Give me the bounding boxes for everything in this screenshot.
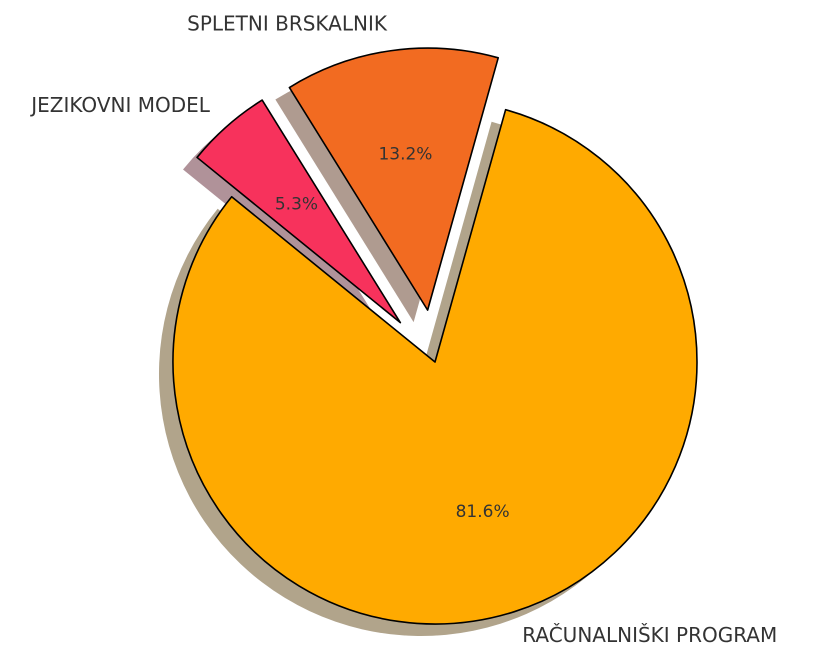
value-label: 81.6% — [456, 502, 510, 522]
slice — [288, 47, 500, 311]
value-label: 13.2% — [378, 144, 432, 164]
category-label: RAČUNALNIŠKI PROGRAM — [522, 623, 777, 647]
slice — [196, 99, 402, 324]
slice — [172, 108, 698, 625]
value-label: 5.3% — [275, 195, 318, 215]
category-label: JEZIKOVNI MODEL — [29, 93, 210, 117]
category-label: SPLETNI BRSKALNIK — [187, 11, 388, 35]
